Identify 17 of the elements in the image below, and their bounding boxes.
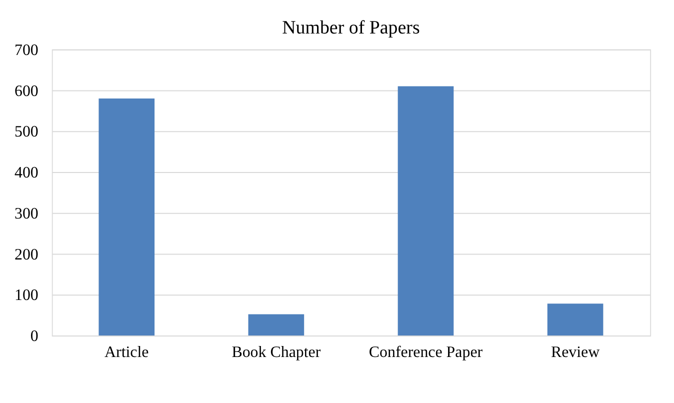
y-tick-label: 600 <box>14 82 38 100</box>
bar <box>248 314 304 336</box>
x-tick-label: Book Chapter <box>232 344 322 361</box>
y-tick-label: 400 <box>14 164 38 182</box>
bar <box>398 86 454 336</box>
y-tick-label: 700 <box>14 42 38 59</box>
y-tick-label: 0 <box>30 328 38 346</box>
y-tick-label: 100 <box>14 287 38 304</box>
x-tick-label: Review <box>550 344 600 361</box>
x-tick-label: Article <box>104 344 149 361</box>
y-tick-label: 200 <box>14 246 38 264</box>
bar <box>98 98 155 336</box>
bar <box>547 304 604 336</box>
chart-title: Number of Papers <box>282 17 420 38</box>
x-tick-label: Conference Paper <box>368 344 484 361</box>
y-tick-label: 300 <box>14 205 38 222</box>
y-tick-label: 500 <box>14 124 38 141</box>
